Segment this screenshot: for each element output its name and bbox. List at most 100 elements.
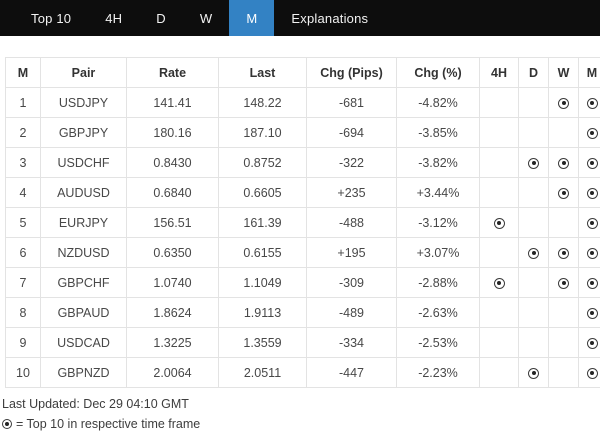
rank-cell: 2: [5, 117, 41, 148]
rate-cell: 0.6840: [126, 177, 219, 208]
rate-cell: 1.3225: [126, 327, 219, 358]
timeframe-m-cell: [578, 297, 600, 328]
circle-dot-icon: [493, 217, 505, 229]
table-body: 1 USDJPY 141.41 148.22 -681 -4.82% 2 GBPJPY 180.…: [5, 87, 600, 388]
circle-dot-icon: [558, 277, 569, 289]
chg-pct-cell: +3.07%: [396, 237, 480, 268]
pair-cell: EURJPY: [40, 207, 127, 238]
nav-tab-4h[interactable]: 4H: [105, 10, 123, 26]
timeframe-w-cell: [548, 237, 579, 268]
rate-cell: 156.51: [126, 207, 219, 238]
timeframe-w-cell: [548, 177, 579, 208]
nav-tab-w[interactable]: W: [199, 10, 213, 26]
nav-tab-m[interactable]: M: [229, 0, 275, 36]
table-row: 3 USDCHF 0.8430 0.8752 -322 -3.82%: [5, 147, 600, 178]
rate-cell: 2.0064: [126, 357, 219, 388]
timeframe-d-cell: [518, 147, 549, 178]
chg-pct-cell: -3.82%: [396, 147, 480, 178]
last-cell: 161.39: [218, 207, 307, 238]
col-header-chg-pips: Chg (Pips): [306, 57, 397, 88]
timeframe-m-cell: [578, 357, 600, 388]
timeframe-d-cell: [518, 237, 549, 268]
last-cell: 2.0511: [218, 357, 307, 388]
circle-dot-icon: [558, 97, 569, 109]
timeframe-m-cell: [578, 237, 600, 268]
circle-dot-icon: [586, 97, 598, 109]
pair-cell: GBPJPY: [40, 117, 127, 148]
col-header-d: D: [518, 57, 549, 88]
rate-cell: 180.16: [126, 117, 219, 148]
circle-dot-icon: [586, 187, 598, 199]
rate-cell: 141.41: [126, 87, 219, 118]
col-header-4h: 4H: [479, 57, 519, 88]
timeframe-nav: Top 10 4H D W M Explanations: [0, 0, 600, 36]
timeframe-w-cell: [548, 87, 579, 118]
circle-dot-icon: [586, 307, 598, 319]
table-row: 6 NZDUSD 0.6350 0.6155 +195 +3.07%: [5, 237, 600, 268]
nav-tab-explanations[interactable]: Explanations: [291, 10, 369, 26]
table-row: 2 GBPJPY 180.16 187.10 -694 -3.85%: [5, 117, 600, 148]
timeframe-h4-cell: [479, 147, 519, 178]
nav-tab-d[interactable]: D: [156, 10, 166, 26]
rate-cell: 0.8430: [126, 147, 219, 178]
legend-line: = Top 10 in respective time frame: [2, 417, 600, 431]
col-header-pair: Pair: [40, 57, 127, 88]
rate-cell: 1.0740: [126, 267, 219, 298]
circle-dot-icon: [586, 277, 598, 289]
rank-cell: 4: [5, 177, 41, 208]
timeframe-d-cell: [518, 267, 549, 298]
pair-cell: GBPAUD: [40, 297, 127, 328]
timeframe-d-cell: [518, 357, 549, 388]
chg-pct-cell: -2.63%: [396, 297, 480, 328]
pair-cell: USDCAD: [40, 327, 127, 358]
top10-table: M Pair Rate Last Chg (Pips) Chg (%) 4H D…: [5, 57, 600, 388]
timeframe-h4-cell: [479, 237, 519, 268]
last-cell: 0.8752: [218, 147, 307, 178]
last-cell: 0.6155: [218, 237, 307, 268]
rate-cell: 1.8624: [126, 297, 219, 328]
circle-dot-icon: [528, 367, 539, 379]
last-cell: 148.22: [218, 87, 307, 118]
timeframe-d-cell: [518, 327, 549, 358]
rate-cell: 0.6350: [126, 237, 219, 268]
timeframe-h4-cell: [479, 267, 519, 298]
timeframe-h4-cell: [479, 327, 519, 358]
pair-cell: USDCHF: [40, 147, 127, 178]
timeframe-w-cell: [548, 267, 579, 298]
last-cell: 1.1049: [218, 267, 307, 298]
legend-text: = Top 10 in respective time frame: [16, 417, 201, 431]
circle-dot-icon: [586, 337, 598, 349]
nav-tab-top10[interactable]: Top 10: [31, 10, 72, 26]
timeframe-d-cell: [518, 297, 549, 328]
last-cell: 187.10: [218, 117, 307, 148]
chg-pct-cell: -2.23%: [396, 357, 480, 388]
timeframe-h4-cell: [479, 357, 519, 388]
circle-dot-icon: [2, 419, 12, 429]
rank-cell: 1: [5, 87, 41, 118]
timeframe-h4-cell: [479, 297, 519, 328]
timeframe-h4-cell: [479, 117, 519, 148]
last-cell: 1.3559: [218, 327, 307, 358]
timeframe-h4-cell: [479, 177, 519, 208]
pair-cell: AUDUSD: [40, 177, 127, 208]
circle-dot-icon: [586, 247, 598, 259]
rank-cell: 7: [5, 267, 41, 298]
col-header-m: M: [578, 57, 600, 88]
rank-cell: 6: [5, 237, 41, 268]
table-row: 8 GBPAUD 1.8624 1.9113 -489 -2.63%: [5, 297, 600, 328]
chg-pips-cell: -447: [306, 357, 397, 388]
circle-dot-icon: [558, 187, 569, 199]
chg-pips-cell: -681: [306, 87, 397, 118]
rank-cell: 8: [5, 297, 41, 328]
timeframe-d-cell: [518, 117, 549, 148]
rank-cell: 5: [5, 207, 41, 238]
col-header-rank: M: [5, 57, 41, 88]
table-row: 5 EURJPY 156.51 161.39 -488 -3.12%: [5, 207, 600, 238]
chg-pct-cell: -2.88%: [396, 267, 480, 298]
last-updated-text: Last Updated: Dec 29 04:10 GMT: [2, 397, 189, 411]
circle-dot-icon: [586, 157, 598, 169]
chg-pips-cell: +235: [306, 177, 397, 208]
circle-dot-icon: [586, 127, 598, 139]
table-header-row: M Pair Rate Last Chg (Pips) Chg (%) 4H D…: [5, 57, 600, 88]
chg-pips-cell: -694: [306, 117, 397, 148]
